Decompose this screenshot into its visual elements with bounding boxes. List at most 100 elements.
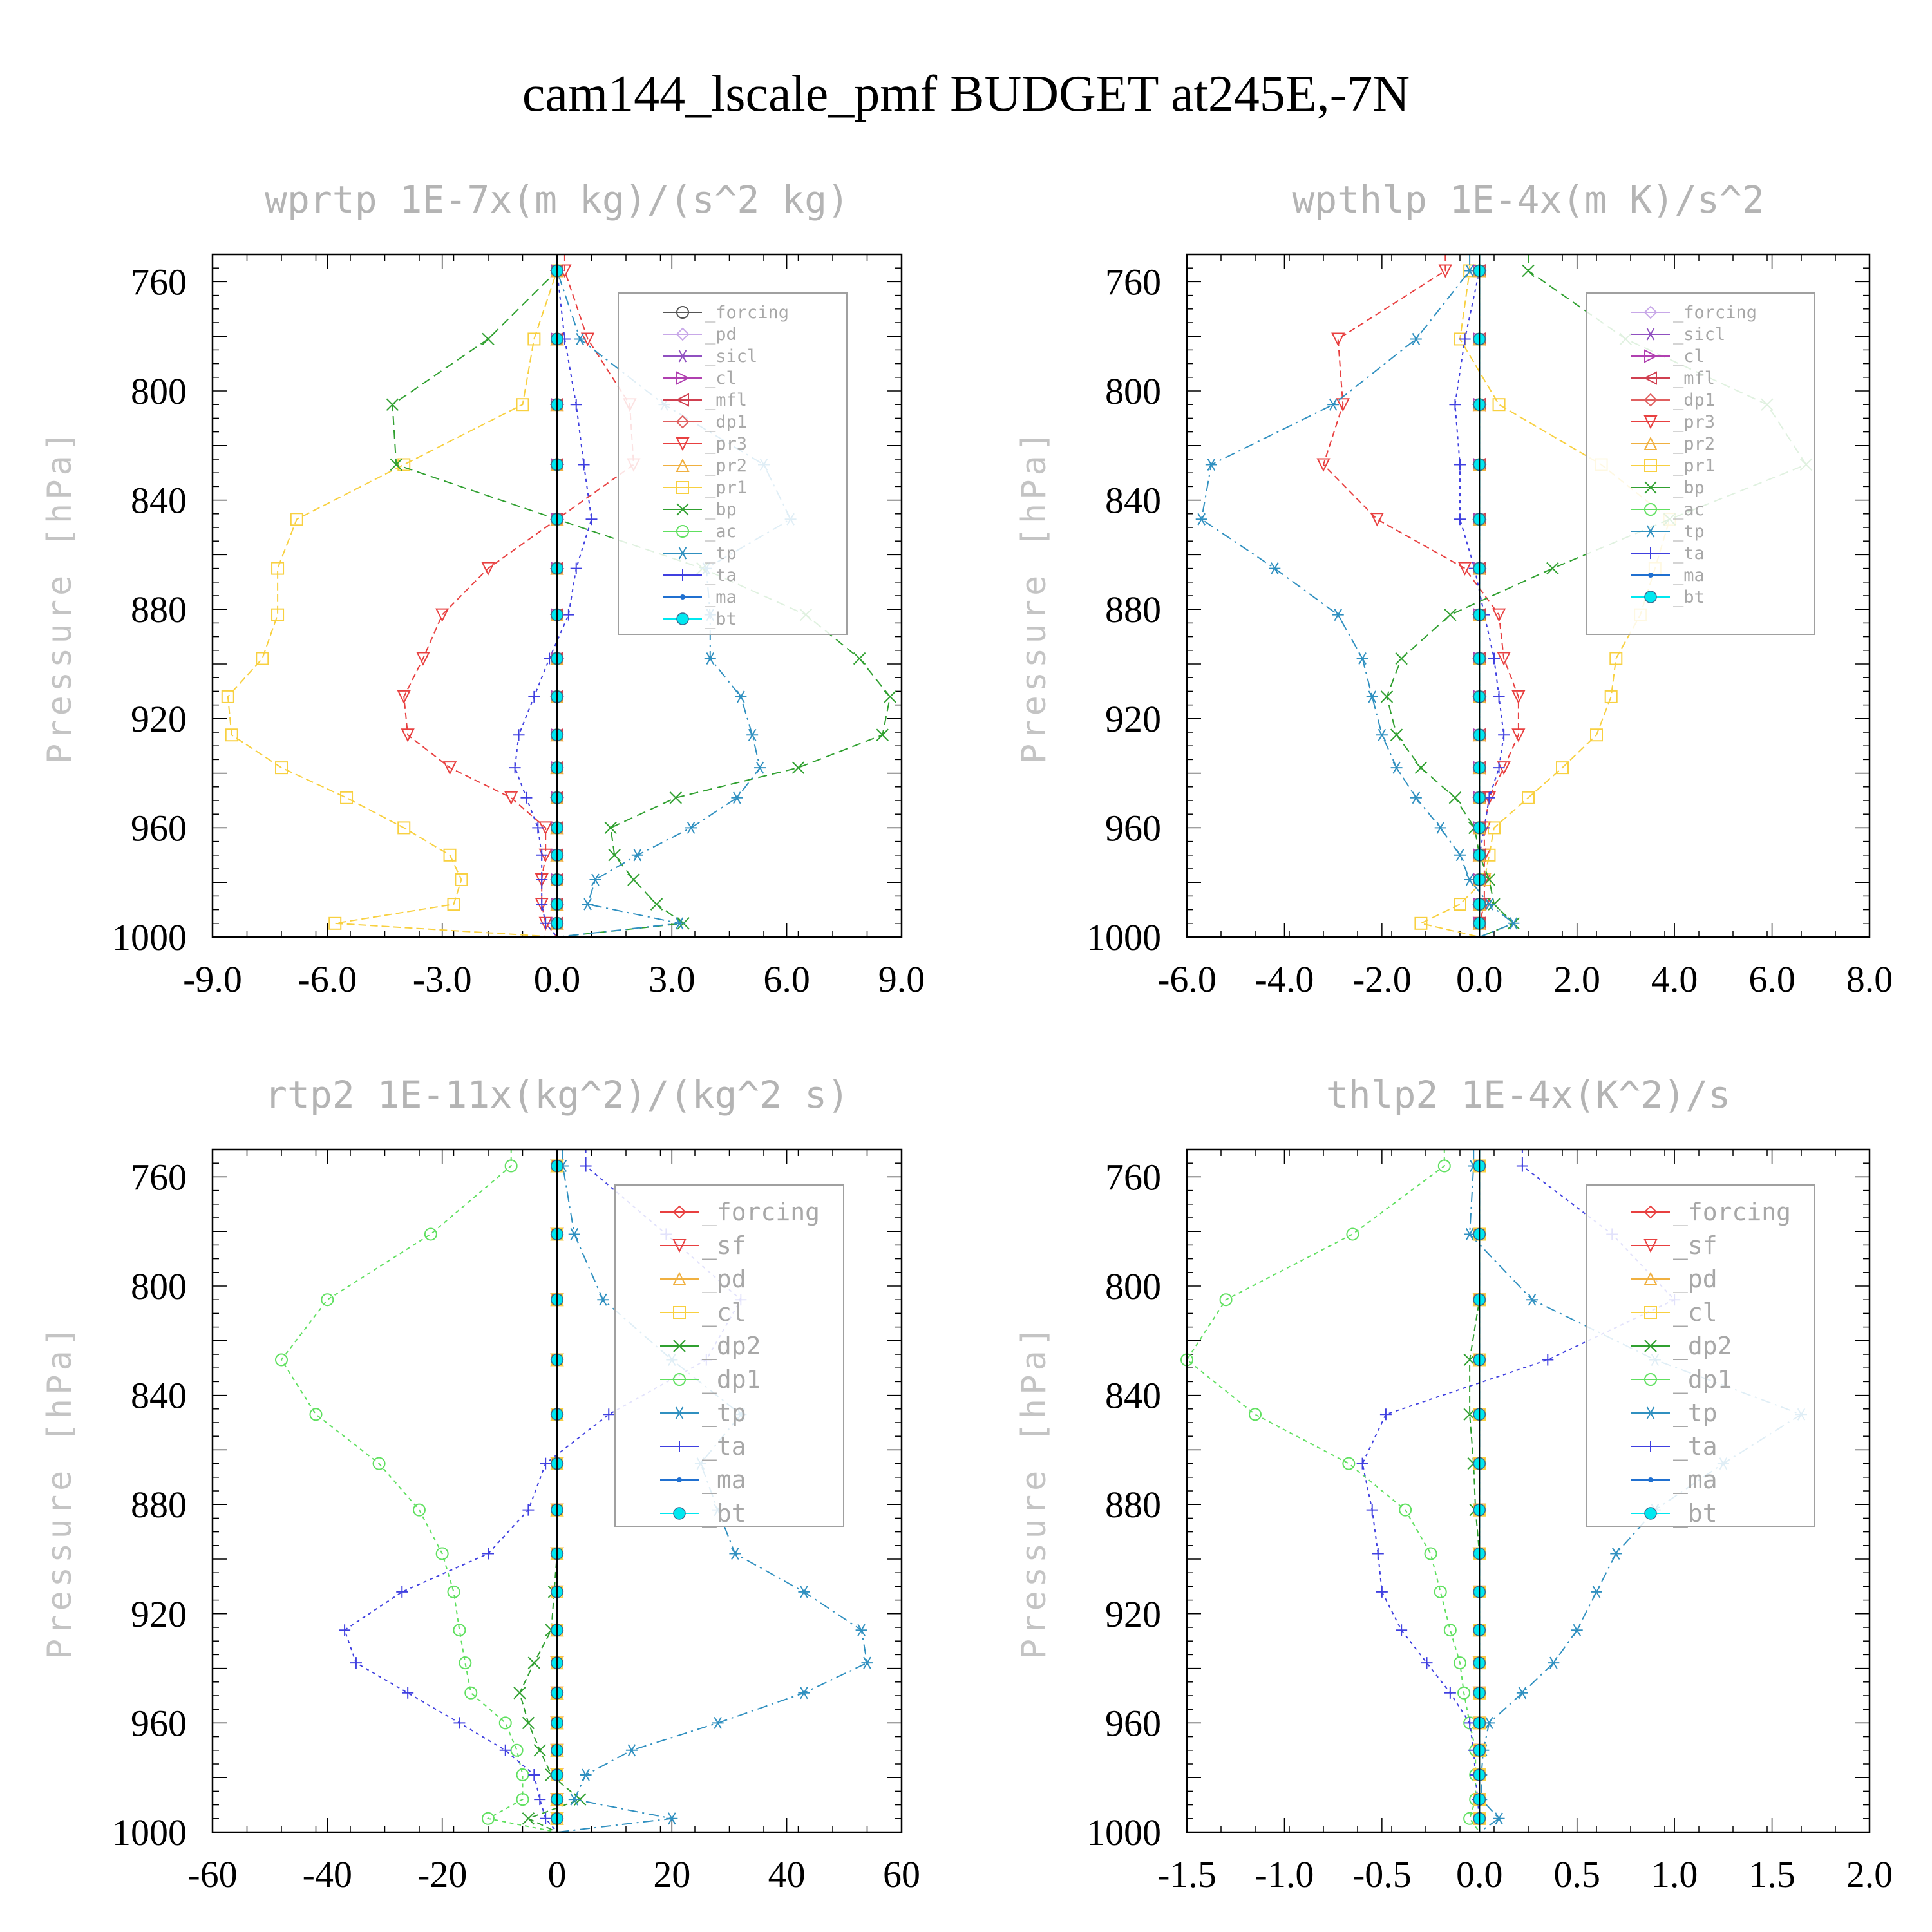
- data-point-ta: [1459, 333, 1471, 345]
- data-point-bp: [884, 690, 896, 703]
- x-tick-label: 0.0: [534, 958, 581, 1000]
- data-point-ta: [536, 873, 548, 886]
- data-point-bp: [1444, 608, 1457, 621]
- panel-title: wprtp 1E-7x(m kg)/(s^2 kg): [265, 178, 849, 222]
- x-tick-label: -6.0: [298, 958, 357, 1000]
- data-point-ta: [562, 609, 574, 621]
- data-point-tp: [685, 821, 697, 834]
- data-point-tp: [1493, 1812, 1505, 1825]
- x-tick-label: 0.0: [1456, 958, 1503, 1000]
- data-point-tp: [1548, 1656, 1560, 1669]
- data-point-tp: [855, 1624, 867, 1636]
- data-point-tp: [666, 1812, 678, 1825]
- data-point-pr1: [1644, 459, 1657, 472]
- data-point-pr3: [676, 437, 690, 451]
- legend-label: _dp1: [1673, 390, 1715, 410]
- data-point-pr1: [397, 821, 411, 835]
- data-point-ta: [570, 562, 582, 574]
- legend-box: [1586, 292, 1815, 635]
- data-point-dp1: [459, 1656, 472, 1670]
- x-tick-label: 8.0: [1846, 958, 1893, 1000]
- data-point-tp: [861, 1656, 873, 1669]
- legend-item-forcing: _forcing: [1631, 303, 1757, 323]
- legend-item-mfl: _mfl: [1631, 368, 1715, 388]
- legend-label: _tp: [1673, 522, 1705, 542]
- legend-item-pr3: _pr3: [663, 434, 747, 454]
- data-point-tp: [1332, 609, 1344, 621]
- data-point-dp1: [1424, 1547, 1437, 1560]
- y-tick-label: 880: [131, 1484, 187, 1526]
- legend-item-ma: _ma: [660, 1466, 746, 1495]
- legend-item-ma: _ma: [663, 587, 737, 607]
- data-point-bp: [1522, 264, 1535, 278]
- legend-label: _cl: [702, 1298, 746, 1327]
- data-point-dp1: [1399, 1503, 1412, 1517]
- data-point-pr1: [221, 690, 234, 703]
- legend-label: _ma: [705, 587, 737, 607]
- legend-label: _pd: [702, 1265, 746, 1294]
- y-axis-label: Pressure [hPa]: [1015, 428, 1054, 764]
- legend-label: _tp: [702, 1399, 746, 1428]
- data-point-ta: [1645, 547, 1656, 559]
- data-point-tp: [1366, 690, 1378, 703]
- data-point-dp1: [1342, 1457, 1356, 1470]
- data-point-ta: [1542, 1354, 1554, 1366]
- figure-title: cam144_lscale_pmf BUDGET at245E,-7N: [522, 66, 1410, 122]
- data-point-pr3: [1336, 398, 1350, 412]
- data-point-forcing: [676, 306, 689, 319]
- data-point-bp: [669, 791, 682, 804]
- data-point-tp: [1591, 1586, 1602, 1598]
- legend-label: _dp2: [1673, 1332, 1732, 1361]
- data-point-mfl: [1643, 371, 1657, 385]
- data-point-pr3: [1492, 608, 1506, 622]
- legend-item-ma: _ma: [1631, 565, 1705, 585]
- legend-item-cl: _cl: [660, 1298, 746, 1327]
- data-point-pr3: [481, 562, 495, 576]
- data-point-pr1: [1454, 898, 1466, 911]
- data-point-ta: [509, 762, 521, 774]
- x-tick-label: 0.0: [1456, 1853, 1503, 1895]
- data-point-tp: [1610, 1548, 1622, 1560]
- data-point-bt: [1644, 591, 1657, 603]
- data-point-tp: [674, 917, 686, 930]
- legend-label: _forcing: [1673, 1198, 1791, 1227]
- data-point-pr3: [1370, 513, 1384, 527]
- y-tick-label: 1000: [1086, 1812, 1161, 1853]
- data-point-tp: [589, 873, 601, 886]
- legend-item-ta: _ta: [663, 565, 737, 585]
- panel-title: rtp2 1E-11x(kg^2)/(kg^2 s): [265, 1073, 849, 1117]
- data-point-ac: [676, 525, 689, 538]
- data-point-dp1: [1643, 393, 1658, 407]
- data-point-ta: [499, 1744, 511, 1756]
- data-point-tp: [1645, 1406, 1656, 1419]
- data-point-pr1: [447, 898, 460, 911]
- data-point-tp: [1195, 513, 1208, 526]
- data-point-ma: [1648, 573, 1653, 578]
- data-point-pr1: [225, 728, 238, 742]
- data-point-pr3: [1511, 690, 1526, 705]
- legend-item-pr2: _pr2: [1631, 434, 1715, 454]
- data-point-pr3: [1497, 652, 1511, 666]
- legend-label: _forcing: [705, 303, 789, 323]
- plot-frame: [1186, 1148, 1871, 1833]
- data-point-bp: [386, 398, 399, 411]
- data-point-pr2: [1643, 436, 1658, 450]
- data-point-cl: [673, 1306, 686, 1319]
- data-point-ta: [1444, 1687, 1456, 1699]
- data-point-bp: [1644, 481, 1657, 494]
- data-point-bp: [1390, 728, 1403, 741]
- data-point-pr1: [290, 513, 303, 526]
- x-tick-label: 0.5: [1553, 1853, 1600, 1895]
- data-point-ta: [570, 399, 582, 411]
- series-line-dp1: [1186, 1150, 1481, 1833]
- legend-label: _cl: [705, 368, 737, 388]
- x-tick-label: 2.0: [1553, 958, 1600, 1000]
- data-point-pr1: [1556, 761, 1569, 775]
- data-point-tp: [1516, 1687, 1528, 1700]
- x-tick-label: -6.0: [1157, 958, 1217, 1000]
- legend-label: _bt: [1673, 587, 1705, 607]
- legend-item-pr1: _pr1: [663, 478, 747, 498]
- data-point-bp: [608, 849, 621, 862]
- legend-item-pr2: _pr2: [663, 456, 747, 476]
- data-point-pr1: [1609, 652, 1623, 665]
